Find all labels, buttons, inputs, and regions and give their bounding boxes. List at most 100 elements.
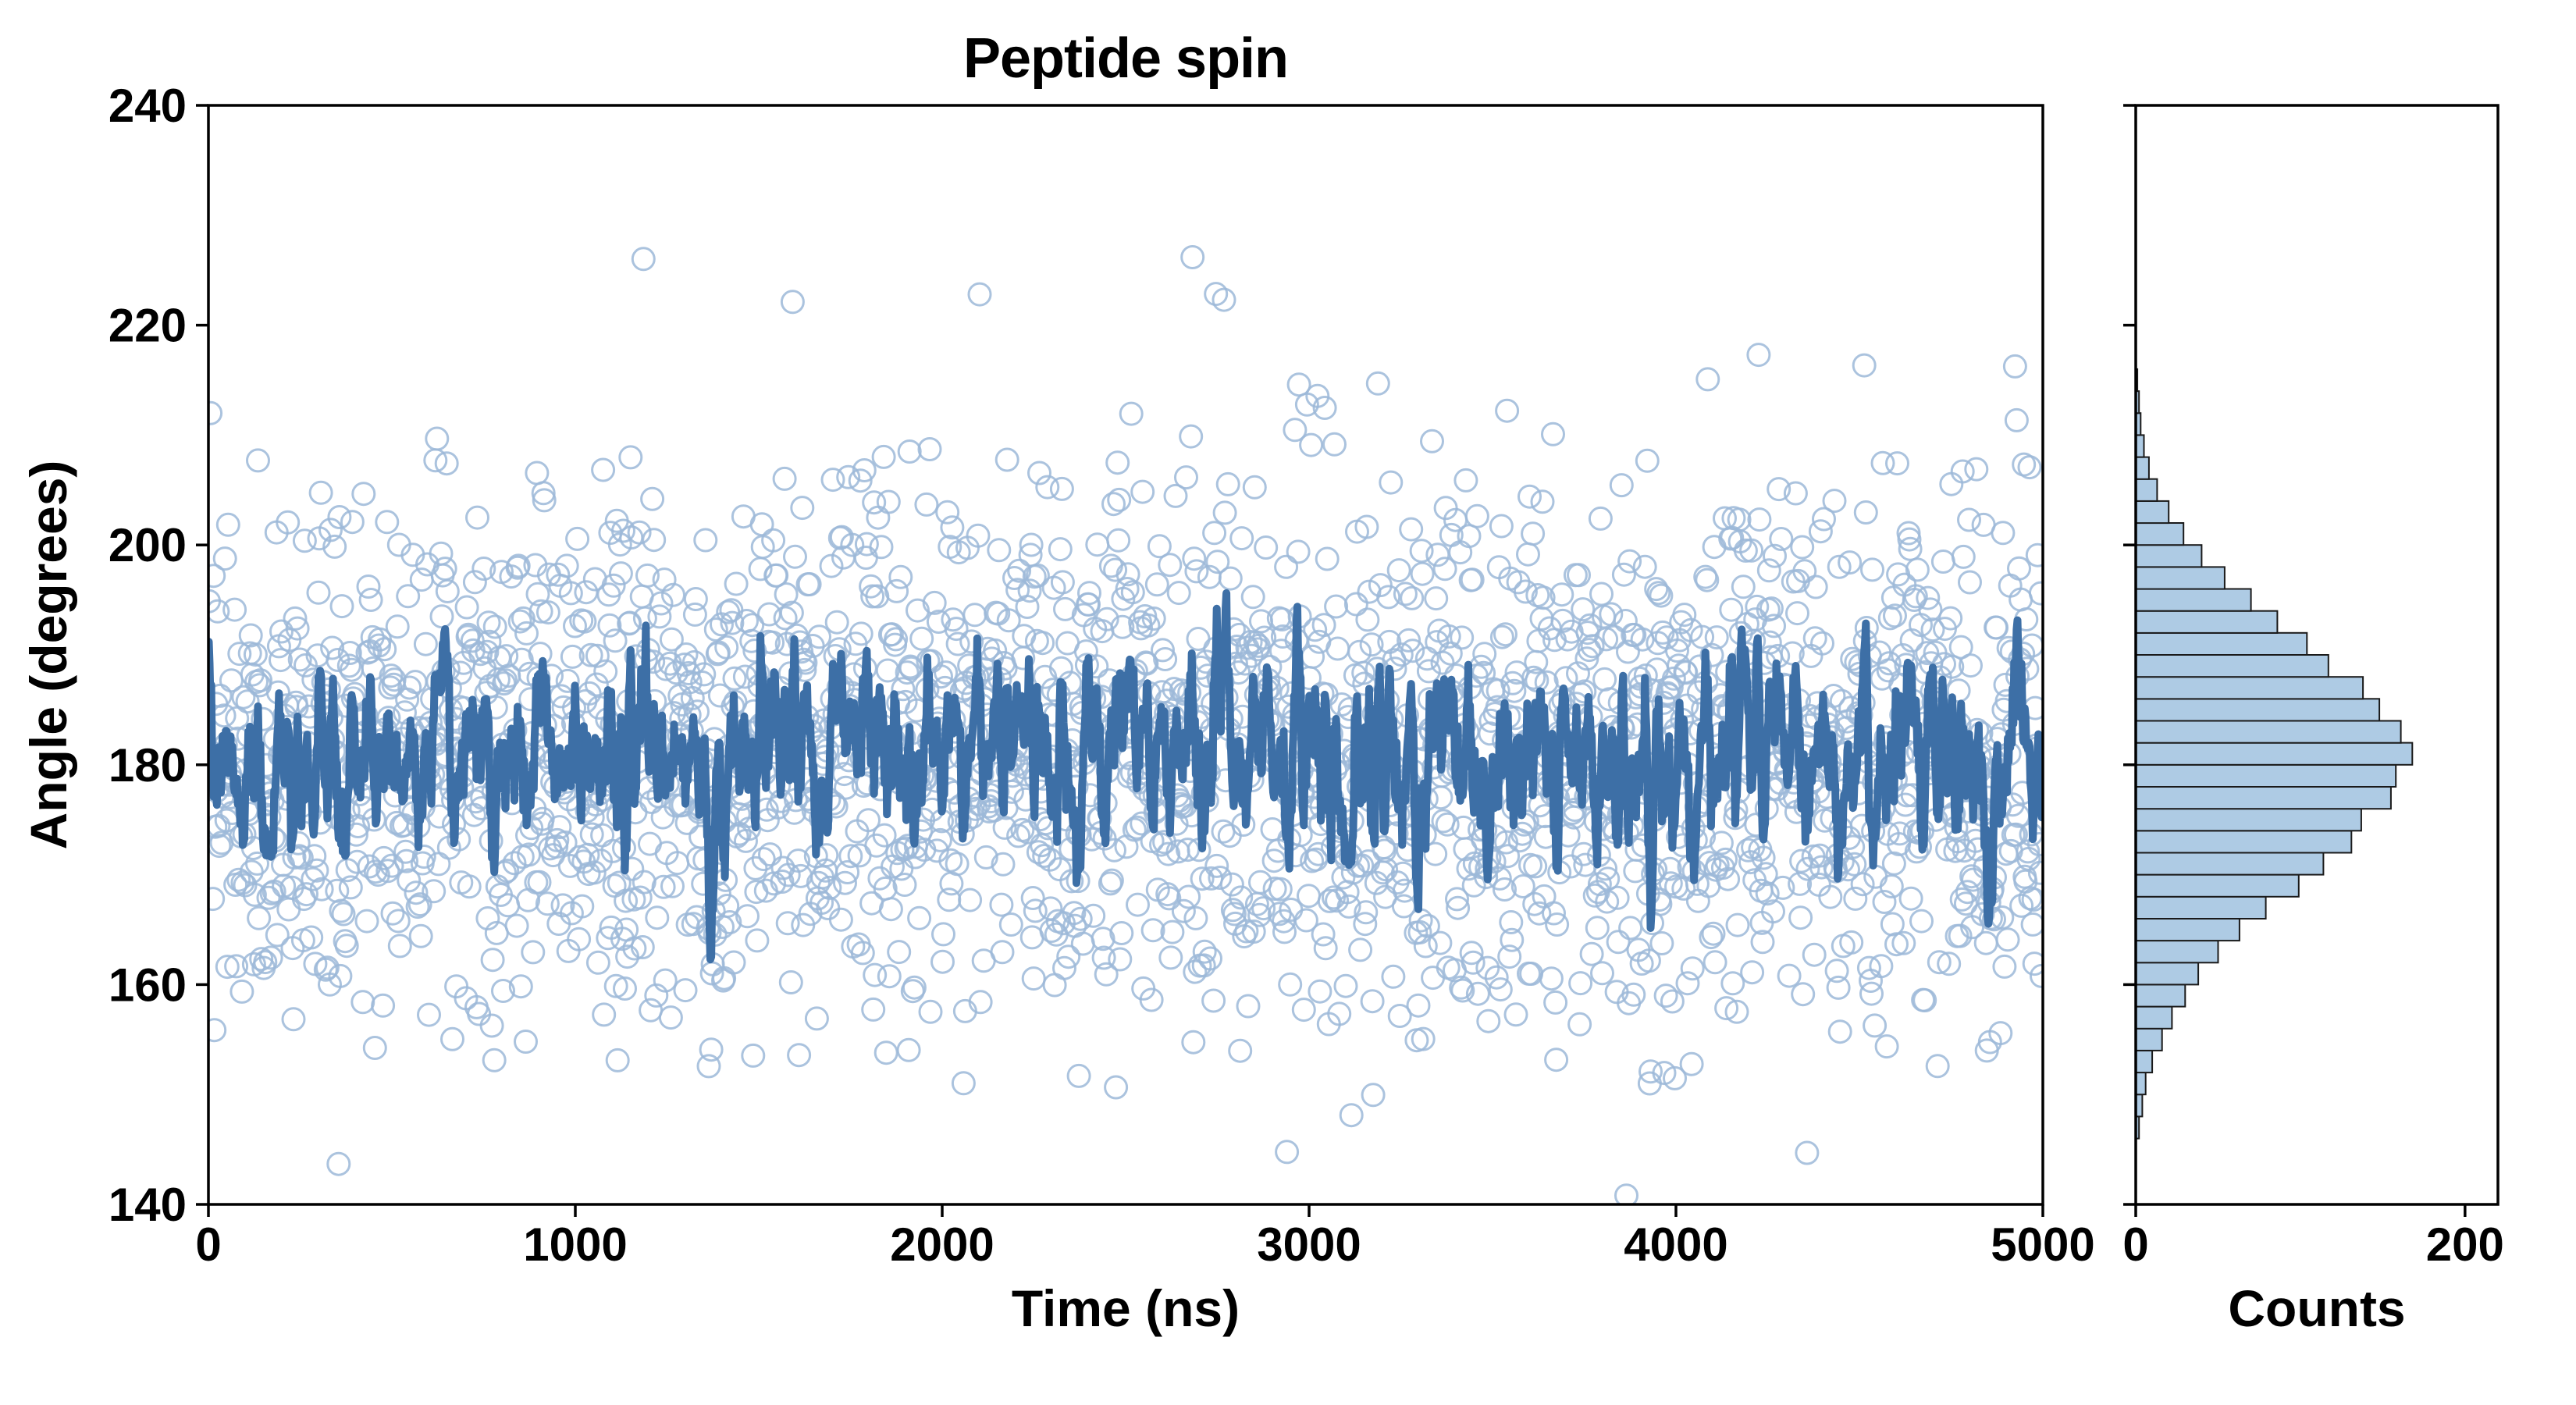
scatter-point bbox=[1254, 535, 1279, 560]
scatter-point bbox=[535, 891, 560, 916]
scatter-point bbox=[1355, 607, 1380, 632]
scatter-point bbox=[640, 486, 665, 511]
scatter-point bbox=[413, 631, 438, 656]
scatter-point bbox=[1184, 559, 1209, 584]
scatter-point bbox=[493, 668, 518, 693]
scatter-point bbox=[1826, 975, 1851, 1000]
scatter-point bbox=[1308, 979, 1332, 1004]
scatter-point bbox=[1286, 372, 1311, 397]
scatter-point bbox=[1228, 1038, 1253, 1063]
scatter-point bbox=[1720, 971, 1745, 996]
hist-bar bbox=[2135, 544, 2203, 568]
scatter-point bbox=[876, 489, 901, 514]
scatter-point bbox=[1379, 470, 1404, 495]
scatter-point bbox=[992, 815, 1017, 840]
scatter-point bbox=[1606, 930, 1631, 955]
scatter-point bbox=[467, 1001, 492, 1026]
scatter-point bbox=[1438, 641, 1463, 666]
scatter-point bbox=[1939, 471, 1964, 496]
hist-bar bbox=[2135, 873, 2300, 898]
scatter-point bbox=[1315, 546, 1340, 571]
scatter-point bbox=[1406, 993, 1431, 1018]
scatter-point bbox=[1393, 582, 1418, 606]
scatter-point bbox=[1731, 574, 1756, 599]
scatter-point bbox=[1503, 1002, 1528, 1027]
scatter-point bbox=[1062, 901, 1087, 926]
scatter-point bbox=[931, 922, 955, 947]
scatter-point bbox=[525, 582, 550, 606]
scatter-point bbox=[379, 663, 404, 688]
x-tick-label: 5000 bbox=[1991, 1218, 2094, 1271]
scatter-point bbox=[917, 437, 942, 461]
scatter-point bbox=[749, 512, 774, 537]
scatter-point bbox=[1059, 869, 1084, 894]
scatter-point bbox=[1174, 465, 1198, 490]
scatter-point bbox=[1885, 451, 1909, 476]
scatter-point bbox=[338, 875, 363, 900]
scatter-point bbox=[1859, 981, 1884, 1006]
scatter-point bbox=[1322, 432, 1347, 457]
scatter-point bbox=[1015, 595, 1040, 619]
hist-bar bbox=[2135, 786, 2392, 810]
scatter-point bbox=[1038, 896, 1063, 921]
scatter-point bbox=[585, 643, 610, 668]
scatter-point bbox=[331, 902, 356, 927]
scatter-point bbox=[1103, 557, 1128, 582]
scatter-point bbox=[1377, 629, 1402, 654]
scatter-point bbox=[591, 457, 616, 482]
scatter-point bbox=[1158, 553, 1183, 578]
scatter-point bbox=[286, 844, 311, 869]
scatter-point bbox=[1869, 954, 1894, 979]
scatter-point bbox=[1649, 931, 1674, 955]
scatter-point bbox=[285, 616, 310, 641]
scatter-point bbox=[1695, 367, 1720, 392]
scatter-point bbox=[764, 563, 789, 588]
scatter-point bbox=[1611, 562, 1636, 587]
scatter-point bbox=[1424, 586, 1449, 611]
scatter-point bbox=[1810, 631, 1834, 656]
hist-bar bbox=[2135, 588, 2252, 612]
scatter-point bbox=[922, 590, 947, 615]
scatter-point bbox=[1382, 656, 1407, 681]
scatter-point bbox=[304, 858, 329, 883]
scatter-point bbox=[1421, 966, 1446, 991]
scatter-point bbox=[1163, 483, 1188, 508]
scatter-point bbox=[403, 670, 428, 695]
scatter-point bbox=[836, 464, 861, 489]
scatter-point bbox=[328, 963, 353, 988]
scatter-point bbox=[653, 968, 678, 993]
scatter-point bbox=[550, 893, 575, 918]
scatter-point bbox=[862, 490, 887, 515]
scatter-point bbox=[1703, 950, 1727, 975]
scatter-point bbox=[1274, 554, 1299, 579]
scatter-point bbox=[405, 895, 430, 919]
scatter-point bbox=[528, 599, 553, 624]
scatter-point bbox=[208, 564, 226, 589]
scatter-point bbox=[1186, 627, 1211, 651]
y-tick-label: 180 bbox=[109, 739, 187, 791]
scatter-point bbox=[1068, 906, 1093, 931]
scatter-point bbox=[208, 834, 232, 859]
scatter-point bbox=[1248, 870, 1272, 895]
scatter-point bbox=[1839, 930, 1864, 955]
scatter-point bbox=[592, 1002, 617, 1027]
scatter-point bbox=[1475, 955, 1500, 980]
hist-bar bbox=[2135, 478, 2158, 502]
scatter-point bbox=[1212, 287, 1236, 312]
scatter-point bbox=[212, 546, 237, 571]
scatter-point bbox=[613, 976, 637, 1001]
scatter-point bbox=[614, 888, 639, 913]
scatter-point bbox=[276, 510, 301, 535]
scatter-point bbox=[1151, 638, 1175, 663]
scatter-point bbox=[394, 848, 419, 873]
scatter-point bbox=[991, 852, 1016, 877]
scatter-point bbox=[411, 845, 436, 869]
scatter-point bbox=[879, 622, 904, 647]
scatter-point bbox=[1208, 866, 1233, 890]
scatter-point bbox=[871, 444, 896, 469]
scatter-point bbox=[1104, 1075, 1129, 1100]
scatter-point bbox=[1791, 982, 1816, 1007]
scatter-point bbox=[828, 907, 853, 932]
scatter-point bbox=[1428, 930, 1453, 955]
scatter-point bbox=[1035, 475, 1060, 500]
